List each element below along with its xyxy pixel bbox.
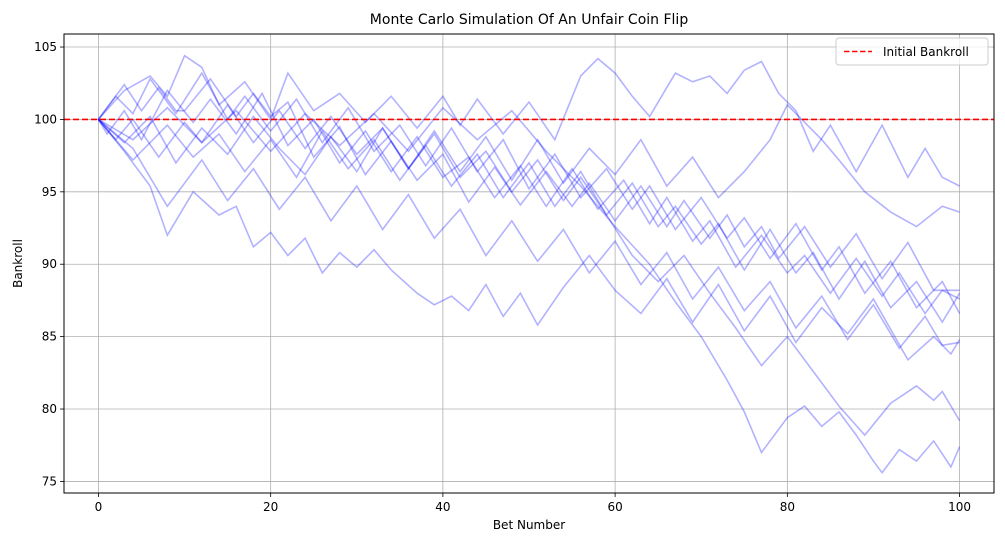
ticks: 0 20 40 60 80 100 75 80 85 90 95 100 105: [34, 40, 971, 514]
y-tick-label: 95: [42, 185, 57, 199]
x-tick-label: 80: [780, 500, 795, 514]
y-tick-label: 75: [42, 474, 57, 488]
y-axis-title: Bankroll: [11, 239, 25, 288]
simulation-line-1: [97, 77, 960, 292]
series-group: [97, 54, 961, 475]
x-tick-label: 20: [263, 500, 278, 514]
simulation-line-5: [97, 118, 960, 350]
simulation-line-2: [97, 103, 961, 324]
simulation-line-9: [97, 118, 961, 437]
x-axis-title: Bet Number: [493, 518, 565, 532]
simulation-line-3: [97, 89, 960, 315]
y-tick-label: 100: [34, 112, 57, 126]
legend: Initial Bankroll: [835, 37, 989, 66]
x-tick-label: 40: [435, 500, 450, 514]
simulation-line-6: [97, 118, 961, 362]
x-tick-label: 60: [607, 500, 622, 514]
x-tick-label: 0: [95, 500, 103, 514]
simulation-line-8: [97, 103, 960, 228]
simulation-line-7: [97, 54, 960, 187]
legend-box: [835, 37, 989, 66]
x-tick-label: 100: [948, 500, 971, 514]
y-tick-label: 105: [34, 40, 57, 54]
y-tick-label: 90: [42, 257, 57, 271]
chart-title: Monte Carlo Simulation Of An Unfair Coin…: [370, 12, 689, 28]
legend-label-initial-bankroll: Initial Bankroll: [883, 45, 969, 59]
y-tick-label: 80: [42, 402, 57, 416]
plot-frame: [63, 33, 995, 494]
y-tick-label: 85: [42, 330, 57, 344]
simulation-line-10: [97, 106, 961, 475]
